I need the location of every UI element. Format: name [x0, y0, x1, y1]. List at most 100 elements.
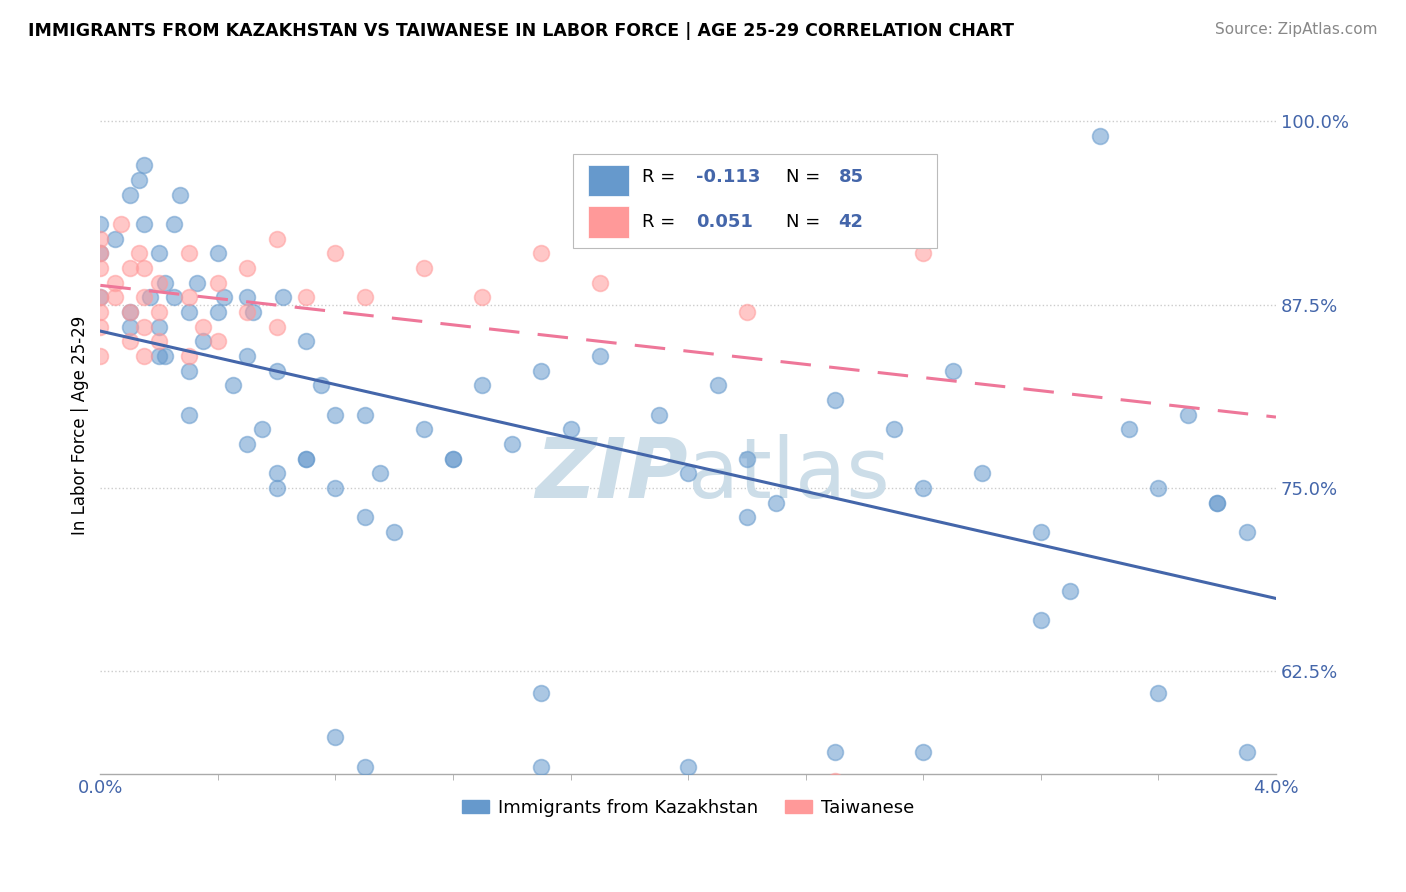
- Point: [236, 261, 259, 276]
- Point: [128, 173, 150, 187]
- Point: [824, 774, 846, 789]
- Point: [177, 290, 200, 304]
- Point: [163, 217, 186, 231]
- Point: [128, 246, 150, 260]
- Text: N =: N =: [786, 168, 825, 186]
- Point: [193, 319, 215, 334]
- Point: [134, 319, 156, 334]
- Legend: Immigrants from Kazakhstan, Taiwanese: Immigrants from Kazakhstan, Taiwanese: [454, 792, 922, 824]
- Text: 85: 85: [838, 168, 863, 186]
- Point: [1029, 525, 1052, 540]
- Point: [765, 496, 787, 510]
- Point: [118, 334, 141, 349]
- Point: [207, 334, 229, 349]
- Point: [89, 319, 111, 334]
- Point: [148, 349, 170, 363]
- Point: [134, 217, 156, 231]
- Point: [706, 378, 728, 392]
- Point: [207, 246, 229, 260]
- Point: [153, 276, 176, 290]
- Point: [382, 525, 405, 540]
- Point: [471, 290, 494, 304]
- Point: [89, 246, 111, 260]
- Point: [139, 290, 162, 304]
- Point: [242, 305, 264, 319]
- Point: [1177, 408, 1199, 422]
- Point: [236, 349, 259, 363]
- Point: [89, 232, 111, 246]
- Text: ZIP: ZIP: [536, 434, 688, 515]
- Point: [177, 246, 200, 260]
- Point: [368, 467, 391, 481]
- Point: [1236, 745, 1258, 759]
- Point: [648, 408, 671, 422]
- Point: [354, 290, 377, 304]
- Point: [104, 290, 127, 304]
- Point: [89, 305, 111, 319]
- Point: [266, 467, 288, 481]
- Point: [118, 305, 141, 319]
- Point: [648, 232, 671, 246]
- Point: [177, 408, 200, 422]
- Point: [560, 422, 582, 436]
- Point: [1029, 613, 1052, 627]
- Point: [134, 290, 156, 304]
- Point: [266, 364, 288, 378]
- Point: [441, 451, 464, 466]
- Point: [912, 481, 935, 495]
- Point: [325, 408, 347, 422]
- Y-axis label: In Labor Force | Age 25-29: In Labor Force | Age 25-29: [72, 316, 89, 535]
- Point: [824, 745, 846, 759]
- Point: [295, 451, 318, 466]
- Point: [441, 451, 464, 466]
- Point: [883, 422, 905, 436]
- Point: [212, 290, 235, 304]
- Point: [118, 187, 141, 202]
- Point: [207, 276, 229, 290]
- Point: [412, 261, 434, 276]
- Point: [266, 319, 288, 334]
- Point: [148, 334, 170, 349]
- Text: 42: 42: [838, 212, 863, 231]
- Point: [89, 290, 111, 304]
- Point: [530, 246, 553, 260]
- Point: [970, 467, 993, 481]
- Point: [1206, 496, 1229, 510]
- Point: [1147, 481, 1170, 495]
- Point: [354, 760, 377, 774]
- Point: [325, 246, 347, 260]
- Point: [266, 481, 288, 495]
- FancyBboxPatch shape: [574, 154, 938, 248]
- Point: [912, 745, 935, 759]
- FancyBboxPatch shape: [588, 164, 630, 196]
- Point: [236, 290, 259, 304]
- Point: [250, 422, 273, 436]
- Point: [89, 349, 111, 363]
- Point: [676, 467, 699, 481]
- Point: [735, 305, 758, 319]
- Point: [110, 217, 132, 231]
- Point: [942, 364, 965, 378]
- Point: [134, 158, 156, 172]
- Point: [118, 305, 141, 319]
- Point: [1059, 583, 1081, 598]
- Point: [104, 276, 127, 290]
- Point: [177, 364, 200, 378]
- Point: [1147, 686, 1170, 700]
- Point: [735, 451, 758, 466]
- Point: [824, 393, 846, 408]
- Point: [221, 378, 243, 392]
- Point: [186, 276, 208, 290]
- Point: [89, 217, 111, 231]
- Point: [177, 305, 200, 319]
- Point: [148, 246, 170, 260]
- Point: [148, 319, 170, 334]
- Point: [266, 232, 288, 246]
- Point: [104, 232, 127, 246]
- Point: [325, 731, 347, 745]
- Point: [412, 422, 434, 436]
- Point: [295, 290, 318, 304]
- Point: [89, 290, 111, 304]
- Point: [530, 686, 553, 700]
- Point: [193, 334, 215, 349]
